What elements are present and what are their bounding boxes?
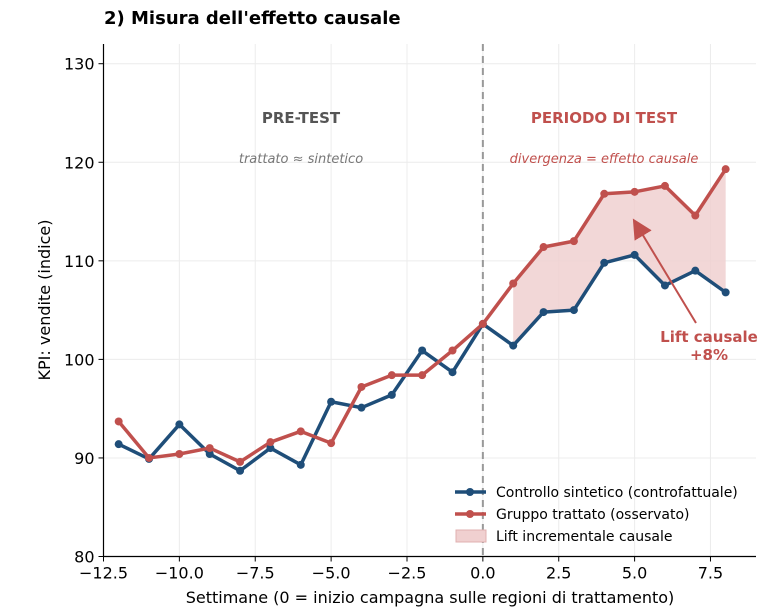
x-tick-label: 0.0: [470, 564, 495, 583]
y-axis-label: KPI: vendite (indice): [35, 220, 54, 381]
y-tick-label: 130: [64, 55, 95, 74]
x-tick-label: −12.5: [79, 564, 128, 583]
data-point-treated: [660, 181, 669, 190]
pre-test-sublabel: trattato ≈ sintetico: [239, 152, 363, 167]
data-point-treated: [418, 371, 427, 380]
legend-control-label: Controllo sintetico (controfattuale): [496, 485, 738, 501]
legend-band-label: Lift incrementale causale: [496, 529, 673, 545]
data-point-control: [691, 266, 700, 275]
data-point-treated: [448, 346, 457, 355]
data-point-treated: [721, 165, 730, 174]
y-tick-label: 90: [74, 449, 94, 468]
series-points: [114, 165, 730, 475]
data-point-treated: [387, 371, 396, 380]
data-point-control: [205, 450, 214, 458]
data-point-treated: [478, 319, 487, 328]
data-point-control: [448, 368, 457, 377]
x-tick-label: −7.5: [236, 564, 275, 583]
x-tick-label: −2.5: [388, 564, 427, 583]
lift-value: +8%: [690, 346, 728, 364]
data-point-treated: [569, 237, 578, 246]
data-point-control: [418, 346, 427, 355]
data-point-control: [175, 420, 184, 429]
data-point-control: [387, 390, 396, 399]
x-tick-label: 5.0: [622, 564, 647, 583]
x-tick-label: −5.0: [312, 564, 351, 583]
data-point-treated: [205, 444, 214, 453]
data-point-control: [721, 288, 730, 297]
data-point-control: [630, 250, 639, 259]
data-point-treated: [600, 189, 609, 198]
data-point-control: [327, 397, 336, 406]
x-ticks: −12.5 −10.0 −7.5 −5.0 −2.5 0.0 2.5 5.0 7.5: [79, 556, 723, 583]
data-point-control: [569, 306, 578, 315]
data-point-control: [266, 444, 275, 453]
legend-marker-treated: [466, 510, 474, 518]
data-point-control: [296, 460, 305, 469]
legend-treated-label: Gruppo trattato (osservato): [496, 507, 690, 523]
x-tick-label: 7.5: [698, 564, 723, 583]
y-tick-label: 120: [64, 153, 95, 172]
x-tick-label: 2.5: [546, 564, 571, 583]
data-point-control: [660, 281, 669, 290]
y-ticks: 80 90 100 110 120 130: [64, 55, 104, 567]
x-tick-label: −10.0: [155, 564, 204, 583]
data-point-treated: [145, 453, 154, 462]
data-point-treated: [296, 427, 305, 436]
legend-swatch-band: [455, 529, 487, 543]
data-point-treated: [327, 439, 336, 448]
data-point-treated: [236, 457, 245, 466]
legend-marker-control: [466, 488, 474, 496]
data-point-treated: [630, 187, 639, 196]
data-point-control: [114, 440, 123, 449]
data-point-control: [509, 341, 518, 350]
data-point-treated: [266, 438, 275, 447]
test-period-sublabel: divergenza = effetto causale: [510, 152, 699, 167]
data-point-control: [236, 466, 245, 475]
lift-arrow: [632, 218, 697, 324]
x-axis-label: Settimane (0 = inizio campagna sulle reg…: [186, 588, 675, 607]
pre-test-label: PRE-TEST: [262, 109, 341, 127]
data-point-treated: [357, 382, 366, 391]
data-point-treated: [691, 211, 700, 220]
legend: Controllo sintetico (controfattuale) Gru…: [455, 485, 738, 545]
lift-label: Lift causale: [660, 328, 758, 346]
y-tick-label: 100: [64, 350, 95, 369]
y-tick-label: 80: [74, 548, 94, 567]
test-period-label: PERIODO DI TEST: [531, 109, 678, 127]
data-point-treated: [175, 450, 184, 458]
data-point-control: [357, 403, 366, 412]
data-point-treated: [539, 243, 548, 252]
data-point-treated: [509, 279, 518, 288]
y-tick-label: 110: [64, 252, 95, 271]
chart-title: 2) Misura dell'effetto causale: [104, 8, 401, 29]
data-point-treated: [114, 417, 123, 426]
data-point-control: [600, 258, 609, 267]
data-point-control: [539, 308, 548, 317]
